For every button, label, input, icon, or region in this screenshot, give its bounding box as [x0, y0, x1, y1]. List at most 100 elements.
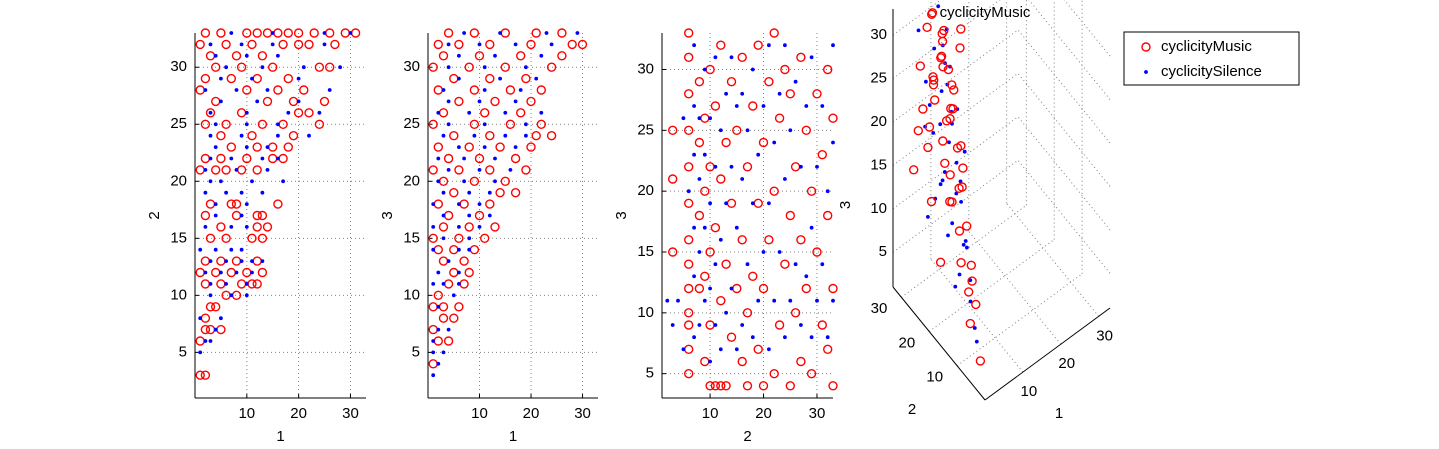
- silence-point: [213, 53, 218, 58]
- music-point: [433, 290, 443, 300]
- silence-point: [575, 31, 580, 35]
- silence-point: [477, 168, 482, 172]
- music-point: [668, 174, 678, 184]
- music-point: [288, 130, 299, 141]
- music-point-3d: [935, 257, 946, 267]
- silence-point-3d: [938, 182, 943, 187]
- music-point: [210, 267, 221, 278]
- music-point: [242, 28, 252, 38]
- music-point: [758, 137, 769, 148]
- music-point: [221, 39, 231, 50]
- music-point: [812, 247, 822, 257]
- music-point: [195, 370, 205, 380]
- silence-point: [692, 104, 696, 108]
- silence-point: [831, 298, 835, 303]
- music-point: [546, 130, 557, 141]
- music-point: [257, 51, 268, 61]
- music-point: [293, 28, 304, 38]
- silence-point: [244, 145, 249, 150]
- silence-point: [436, 361, 441, 366]
- chart-title: cyclicityMusic: [940, 4, 1031, 21]
- music-point: [710, 381, 721, 391]
- music-point: [790, 162, 801, 172]
- music-point: [684, 89, 694, 99]
- silence-point: [431, 247, 436, 252]
- music-point: [195, 85, 205, 95]
- music-point: [257, 233, 268, 244]
- music-point: [726, 198, 737, 209]
- music-point: [716, 40, 726, 50]
- music-point: [340, 28, 350, 38]
- music-point: [516, 108, 526, 118]
- music-point: [828, 113, 838, 123]
- music-point: [325, 28, 335, 38]
- music-point: [817, 320, 827, 330]
- music-point: [454, 302, 464, 312]
- silence-point: [462, 31, 466, 35]
- silence-point: [431, 202, 436, 207]
- music-point: [443, 153, 454, 164]
- silence-point: [686, 189, 691, 194]
- music-point-3d: [956, 141, 966, 151]
- music-point: [433, 244, 443, 255]
- silence-point: [713, 55, 718, 60]
- music-point: [236, 279, 247, 289]
- music-point: [252, 256, 262, 266]
- series-3d-music: [909, 8, 986, 366]
- y-tick-label: 15: [403, 229, 420, 246]
- z-tick-label-3d: 20: [870, 113, 887, 130]
- silence-point: [219, 270, 223, 275]
- music-point: [278, 153, 288, 164]
- music-point: [469, 85, 480, 95]
- music-point: [438, 108, 449, 118]
- music-point: [557, 28, 567, 38]
- silence-point: [493, 156, 497, 161]
- x-tick-label: 30: [809, 405, 826, 422]
- legend-box: [1123, 31, 1300, 86]
- music-point-3d: [915, 61, 925, 71]
- music-point: [252, 210, 262, 221]
- music-point: [684, 369, 694, 379]
- music-point-3d: [918, 104, 928, 114]
- music-point: [433, 39, 443, 50]
- music-point: [443, 28, 454, 38]
- music-point: [200, 119, 211, 130]
- silence-point: [322, 42, 327, 47]
- music-point: [226, 267, 237, 278]
- silence-point: [281, 179, 285, 184]
- music-point: [469, 244, 480, 255]
- silence-point: [301, 65, 306, 70]
- silence-point: [718, 347, 723, 352]
- silence-point: [219, 76, 223, 81]
- music-point: [516, 51, 526, 61]
- music-point-3d: [966, 260, 976, 270]
- music-point-3d: [928, 80, 939, 90]
- music-point: [200, 324, 211, 335]
- music-point: [485, 199, 495, 209]
- y-tick-label: 30: [170, 58, 187, 75]
- silence-point: [224, 190, 229, 195]
- music-point: [449, 267, 459, 278]
- music-point: [216, 279, 226, 289]
- silence-point-3d: [968, 278, 973, 283]
- music-point-3d: [956, 258, 966, 268]
- silence-point: [482, 122, 487, 127]
- silence-point: [702, 152, 707, 157]
- music-point: [500, 62, 510, 72]
- silence-point: [467, 190, 472, 195]
- y-tick-label: 20: [403, 172, 420, 189]
- silence-point: [799, 164, 803, 169]
- music-point: [474, 210, 485, 221]
- music-point: [231, 51, 242, 61]
- silence-point: [681, 347, 686, 352]
- music-point: [742, 308, 753, 318]
- music-point: [705, 247, 715, 257]
- y-tick-label: 20: [170, 172, 187, 189]
- silence-point: [498, 31, 502, 35]
- legend-music-marker: [1141, 42, 1151, 52]
- music-point: [490, 96, 500, 107]
- music-point: [200, 28, 211, 38]
- silence-point: [809, 55, 814, 60]
- silence-point: [250, 259, 254, 263]
- silence-point-3d: [961, 242, 966, 247]
